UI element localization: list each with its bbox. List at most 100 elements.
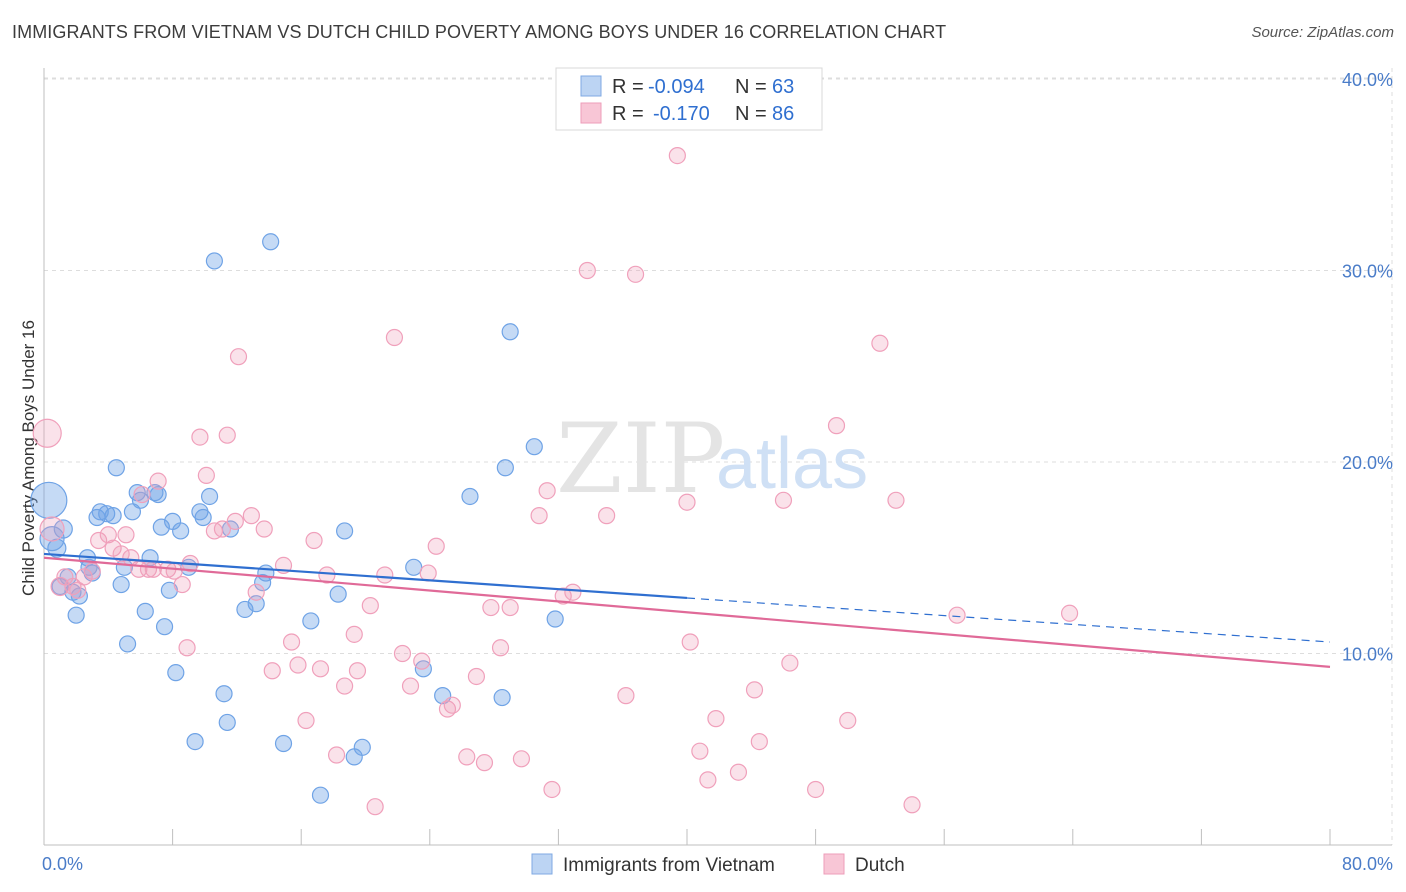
dutch-point-25 [197, 466, 215, 485]
vietnam-point-13 [91, 503, 109, 521]
dutch-point-54 [427, 537, 445, 555]
y-tick-label-0: 10.0% [1342, 645, 1393, 665]
dutch-point-17 [144, 560, 162, 578]
source-credit: Source: ZipAtlas.com [1251, 24, 1394, 41]
dutch-point-32 [247, 583, 265, 601]
dutch-point-45 [348, 662, 367, 680]
vietnam-point-60 [501, 323, 519, 341]
dutch-point-30 [229, 348, 248, 366]
dutch-point-12 [117, 526, 135, 544]
trend-line-vietnam [43, 552, 688, 600]
trend-line-dutch [43, 556, 1331, 669]
dutch-point-67 [554, 587, 572, 605]
vietnam-point-2 [47, 538, 67, 558]
dutch-point-50 [393, 644, 412, 663]
vietnam-point-28 [155, 618, 174, 636]
dutch-point-89 [903, 796, 921, 814]
dutch-point-86 [839, 711, 857, 730]
vietnam-point-16 [107, 459, 125, 477]
bottom-legend-label-dutch: Dutch [855, 855, 905, 876]
dutch-point-56 [443, 696, 461, 714]
vietnam-point-46 [262, 233, 280, 251]
vietnam-point-40 [218, 713, 236, 732]
dutch-point-68 [564, 583, 582, 601]
dutch-point-22 [178, 639, 196, 657]
dutch-point-63 [512, 750, 531, 768]
dutch-point-71 [617, 687, 635, 705]
legend-r-value-2: -0.170 [653, 103, 710, 125]
dutch-point-69 [578, 261, 596, 280]
dutch-point-62 [501, 598, 519, 617]
dutch-point-73 [668, 147, 686, 165]
dutch-point-91 [1060, 604, 1079, 622]
y-tick-label-3: 40.0% [1342, 70, 1393, 90]
dutch-point-1 [39, 516, 65, 542]
dutch-point-90 [948, 606, 966, 624]
dutch-point-76 [691, 742, 709, 760]
dutch-point-27 [213, 520, 232, 538]
x-tick-labels: 0.0% 80.0% [42, 854, 1393, 874]
vietnam-point-17 [112, 575, 130, 594]
dutch-point-37 [289, 656, 307, 674]
dutch-point-51 [401, 677, 420, 695]
dutch-point-43 [336, 677, 354, 695]
dutch-point-33 [255, 520, 273, 538]
bottom-legend-swatch-vietnam [531, 853, 553, 875]
vietnam-point-59 [493, 688, 511, 707]
dutch-point-77 [699, 771, 717, 789]
dutch-point-38 [297, 711, 315, 730]
dutch-point-49 [385, 328, 404, 347]
legend-r-label-1: R = [612, 76, 644, 98]
dutch-point-59 [475, 754, 494, 772]
trend-line-vietnam-extension [686, 597, 1331, 643]
dutch-point-58 [467, 667, 486, 686]
dutch-point-72 [626, 265, 645, 283]
vietnam-point-0 [30, 481, 68, 519]
bottom-legend-label-vietnam: Immigrants from Vietnam [563, 855, 775, 876]
dutch-point-81 [750, 732, 768, 751]
vietnam-point-32 [172, 522, 190, 540]
dutch-point-46 [361, 597, 379, 615]
dutch-point-24 [191, 428, 209, 446]
dutch-point-15 [133, 485, 151, 504]
y-tick-labels: 10.0% 20.0% 30.0% 40.0% [1342, 70, 1393, 665]
dutch-point-82 [774, 491, 793, 509]
vietnam-point-7 [67, 606, 85, 624]
vietnam-point-39 [215, 685, 233, 703]
dutch-point-8 [90, 531, 108, 550]
dutch-point-2 [50, 576, 70, 597]
vietnam-point-54 [405, 558, 423, 576]
vietnam-point-51 [336, 522, 354, 540]
y-tick-label-1: 20.0% [1342, 453, 1393, 473]
dutch-point-74 [678, 493, 696, 511]
legend-r-label-2: R = [612, 103, 644, 125]
dutch-point-61 [491, 639, 510, 657]
y-tick-label-2: 30.0% [1342, 262, 1393, 282]
dutch-point-39 [305, 531, 323, 550]
watermark-atlas: atlas [716, 424, 868, 504]
vietnam-point-34 [186, 732, 204, 751]
trend-lines [43, 552, 1331, 669]
vietnam-point-37 [200, 487, 219, 506]
vietnam-point-45 [257, 564, 275, 582]
vietnam-point-57 [461, 487, 479, 506]
vietnam-point-3 [53, 519, 73, 539]
vietnam-point-61 [525, 438, 543, 456]
dutch-point-53 [419, 564, 437, 582]
dutch-point-29 [226, 512, 244, 530]
x-tick-label-max: 80.0% [1342, 854, 1393, 874]
dutch-point-84 [806, 780, 825, 799]
dutch-point-66 [543, 780, 561, 799]
vietnam-point-50 [329, 585, 347, 603]
dutch-point-42 [327, 746, 346, 764]
legend-swatch-dutch [580, 102, 602, 124]
vietnam-point-49 [311, 786, 330, 804]
dutch-point-44 [345, 625, 363, 643]
bottom-legend-swatch-dutch [823, 853, 845, 875]
chart-title: IMMIGRANTS FROM VIETNAM VS DUTCH CHILD P… [12, 22, 947, 42]
vietnam-point-36 [194, 508, 212, 527]
watermark-zip: ZIP [556, 403, 725, 515]
y-axis-label: Child Poverty Among Boys Under 16 [19, 320, 38, 596]
bottom-legend: Immigrants from Vietnam Dutch [531, 853, 905, 876]
vietnam-point-23 [136, 602, 154, 620]
